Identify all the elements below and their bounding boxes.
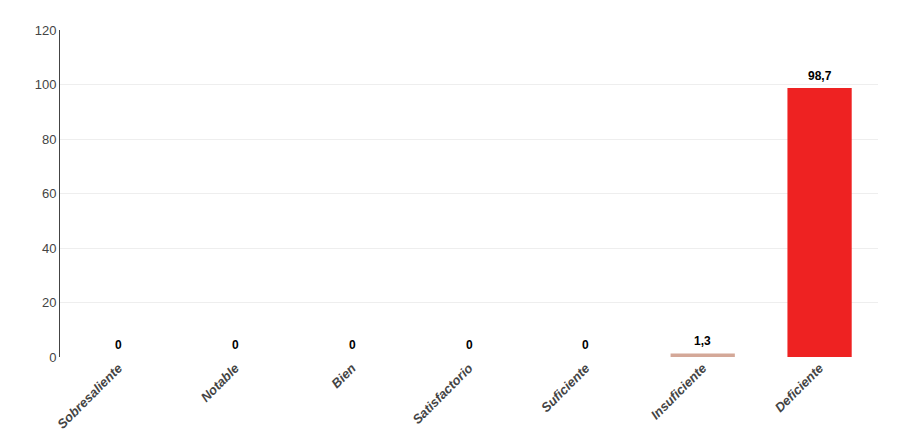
- svg-text:98,7: 98,7: [808, 69, 832, 83]
- svg-text:40: 40: [42, 241, 56, 256]
- svg-text:Notable: Notable: [198, 361, 242, 405]
- svg-text:20: 20: [42, 295, 56, 310]
- svg-text:Bien: Bien: [328, 361, 359, 392]
- svg-text:0: 0: [349, 338, 356, 352]
- svg-text:Deficiente: Deficiente: [772, 361, 827, 416]
- svg-text:Satisfactorio: Satisfactorio: [409, 361, 475, 427]
- svg-text:120: 120: [35, 23, 57, 38]
- svg-text:0: 0: [232, 338, 239, 352]
- svg-text:0: 0: [582, 338, 589, 352]
- svg-text:Insuficiente: Insuficiente: [648, 361, 710, 423]
- svg-text:80: 80: [42, 132, 56, 147]
- svg-text:0: 0: [49, 350, 56, 365]
- svg-text:1,3: 1,3: [694, 334, 711, 348]
- svg-text:0: 0: [466, 338, 473, 352]
- svg-text:0: 0: [115, 338, 122, 352]
- svg-text:Sobresaliente: Sobresaliente: [54, 361, 125, 432]
- svg-text:100: 100: [35, 77, 57, 92]
- svg-text:60: 60: [42, 186, 56, 201]
- svg-text:Suficiente: Suficiente: [538, 361, 593, 416]
